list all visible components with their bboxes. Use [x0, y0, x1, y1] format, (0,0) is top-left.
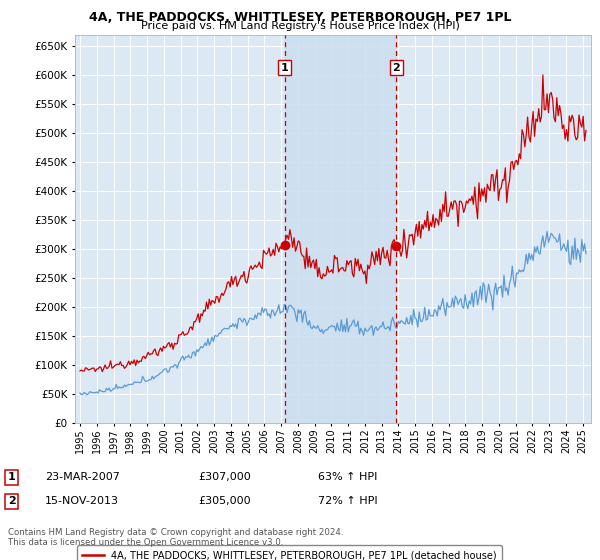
Text: 15-NOV-2013: 15-NOV-2013: [45, 496, 119, 506]
Text: 72% ↑ HPI: 72% ↑ HPI: [318, 496, 377, 506]
Text: 2: 2: [392, 63, 400, 73]
Legend: 4A, THE PADDOCKS, WHITTLESEY, PETERBOROUGH, PE7 1PL (detached house), HPI: Avera: 4A, THE PADDOCKS, WHITTLESEY, PETERBOROU…: [77, 545, 502, 560]
Text: 2: 2: [8, 496, 16, 506]
Text: Price paid vs. HM Land Registry's House Price Index (HPI): Price paid vs. HM Land Registry's House …: [140, 21, 460, 31]
Bar: [285, 35, 397, 423]
Text: 1: 1: [281, 63, 289, 73]
Text: 63% ↑ HPI: 63% ↑ HPI: [318, 472, 377, 482]
Text: 1: 1: [8, 472, 16, 482]
Text: 23-MAR-2007: 23-MAR-2007: [45, 472, 120, 482]
Text: 4A, THE PADDOCKS, WHITTLESEY, PETERBOROUGH, PE7 1PL: 4A, THE PADDOCKS, WHITTLESEY, PETERBOROU…: [89, 11, 511, 24]
Text: Contains HM Land Registry data © Crown copyright and database right 2024.
This d: Contains HM Land Registry data © Crown c…: [8, 528, 343, 547]
Text: £305,000: £305,000: [198, 496, 251, 506]
Text: £307,000: £307,000: [198, 472, 251, 482]
